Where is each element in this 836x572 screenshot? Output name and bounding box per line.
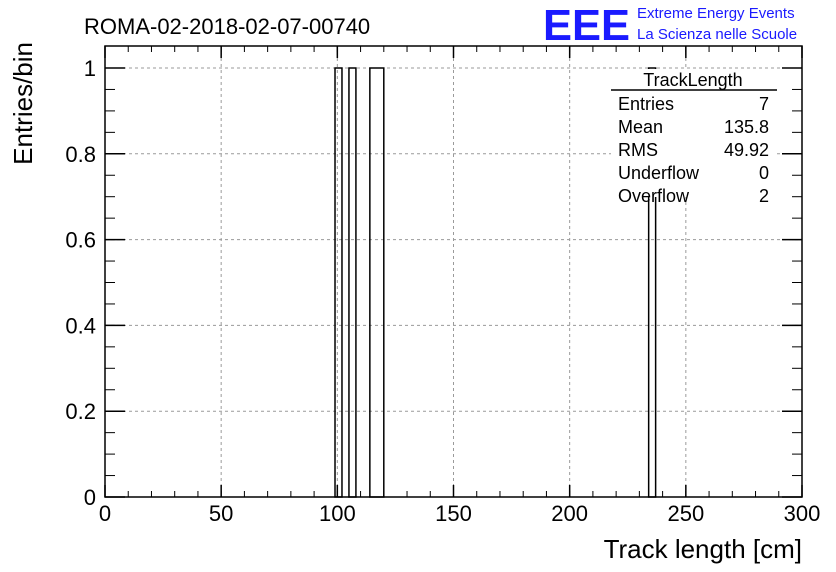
- x-tick-label: 100: [319, 501, 356, 526]
- stats-row-label: Overflow: [618, 186, 690, 206]
- y-tick-label: 0.4: [65, 313, 96, 338]
- stats-row-label: Entries: [618, 94, 674, 114]
- chart-title: ROMA-02-2018-02-07-00740: [84, 14, 370, 39]
- axis-ticks: [104, 46, 803, 498]
- stats-row-value: 135.8: [724, 117, 769, 137]
- histogram-bar: [348, 67, 357, 498]
- x-axis-title: Track length [cm]: [604, 534, 802, 564]
- stats-title: TrackLength: [643, 70, 742, 90]
- x-tick-label: 50: [209, 501, 233, 526]
- x-tick-label: 200: [551, 501, 588, 526]
- x-tick-label: 150: [435, 501, 472, 526]
- histogram-bars: [334, 67, 657, 498]
- x-tick-label: 300: [784, 501, 821, 526]
- stats-box: TrackLength Entries 7 Mean 135.8 RMS 49.92 Und…: [611, 69, 777, 206]
- eee-logo-line2: La Scienza nelle Scuole: [637, 26, 797, 43]
- stats-row-label: Mean: [618, 117, 663, 137]
- y-tick-label: 0.2: [65, 399, 96, 424]
- y-tick-label: 1: [84, 56, 96, 81]
- histogram-bar: [334, 67, 343, 498]
- grid-lines: [105, 46, 802, 497]
- stats-row-value: 7: [759, 94, 769, 114]
- eee-logo-mark: EEE: [543, 1, 630, 50]
- y-tick-label: 0.6: [65, 228, 96, 253]
- stats-row-label: Underflow: [618, 163, 700, 183]
- eee-logo-line1: Extreme Energy Events: [637, 5, 795, 22]
- stats-row-value: 2: [759, 186, 769, 206]
- x-tick-label: 250: [667, 501, 704, 526]
- histogram-bar: [369, 67, 385, 498]
- x-tick-label: 0: [99, 501, 111, 526]
- stats-row-label: RMS: [618, 140, 658, 160]
- y-tick-label: 0.8: [65, 142, 96, 167]
- stats-row-value: 0: [759, 163, 769, 183]
- y-tick-labels: 0 0.2 0.4 0.6 0.8 1: [65, 56, 96, 510]
- x-tick-labels: 0 50 100 150 200 250 300: [99, 501, 820, 526]
- y-tick-label: 0: [84, 485, 96, 510]
- stats-row-value: 49.92: [724, 140, 769, 160]
- y-axis-title: Entries/bin: [8, 42, 38, 165]
